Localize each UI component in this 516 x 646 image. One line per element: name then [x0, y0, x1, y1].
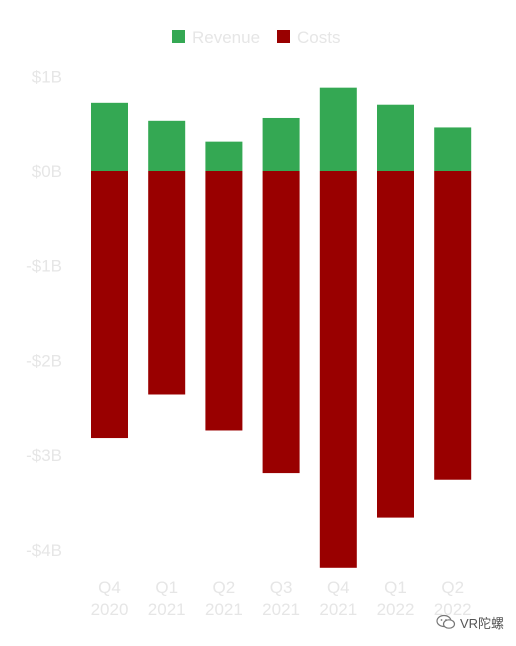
y-tick-label: $0B: [32, 162, 62, 181]
legend-label-costs: Costs: [297, 28, 340, 47]
revenue-bar: [319, 87, 357, 171]
y-tick-label: -$3B: [26, 446, 62, 465]
legend-label-revenue: Revenue: [192, 28, 260, 47]
x-tick-label-year: 2020: [91, 600, 129, 619]
x-tick-label-quarter: Q2: [441, 578, 464, 597]
x-tick-label-quarter: Q4: [98, 578, 121, 597]
y-tick-label: $1B: [32, 67, 62, 86]
revenue-bar: [377, 104, 414, 171]
costs-bar: [319, 171, 357, 568]
x-tick-label-year: 2021: [262, 600, 300, 619]
costs-bar: [205, 171, 243, 431]
costs-bar: [148, 171, 186, 395]
costs-bar: [434, 171, 472, 480]
revenue-bar: [434, 127, 472, 171]
x-tick-label-year: 2021: [319, 600, 357, 619]
costs-bar: [377, 171, 414, 518]
x-tick-label-year: 2022: [434, 600, 472, 619]
y-tick-label: -$1B: [26, 257, 62, 276]
revenue-bar: [91, 102, 128, 171]
y-tick-label: -$4B: [26, 541, 62, 560]
watermark-text: VR陀螺: [460, 615, 505, 631]
wechat-icon: [436, 614, 456, 629]
costs-bar: [91, 171, 128, 439]
x-tick-label-quarter: Q1: [384, 578, 407, 597]
revenue-bar: [148, 120, 186, 171]
x-tick-label-year: 2022: [377, 600, 415, 619]
x-tick-label-year: 2021: [148, 600, 186, 619]
x-tick-label-quarter: Q2: [213, 578, 236, 597]
x-axis: Q4 2020 Q1 2021 Q2 2021 Q3 2021 Q4 2021 Q1 2022 Q2 20…: [91, 578, 472, 619]
revenue-bar: [205, 141, 243, 171]
watermark: VR陀螺: [436, 610, 516, 634]
x-tick-label-year: 2021: [205, 600, 243, 619]
x-tick-label-quarter: Q3: [270, 578, 293, 597]
costs-bar: [262, 171, 300, 474]
y-axis: $1B $0B -$1B -$2B -$3B -$4B: [26, 67, 62, 560]
x-tick-label-quarter: Q1: [155, 578, 178, 597]
x-tick-label-quarter: Q4: [327, 578, 350, 597]
legend-swatch-revenue: [172, 30, 185, 43]
bars: [91, 87, 472, 568]
legend: Revenue Costs: [172, 28, 340, 47]
y-tick-label: -$2B: [26, 351, 62, 370]
revenue-bar: [262, 117, 300, 171]
legend-swatch-costs: [277, 30, 290, 43]
